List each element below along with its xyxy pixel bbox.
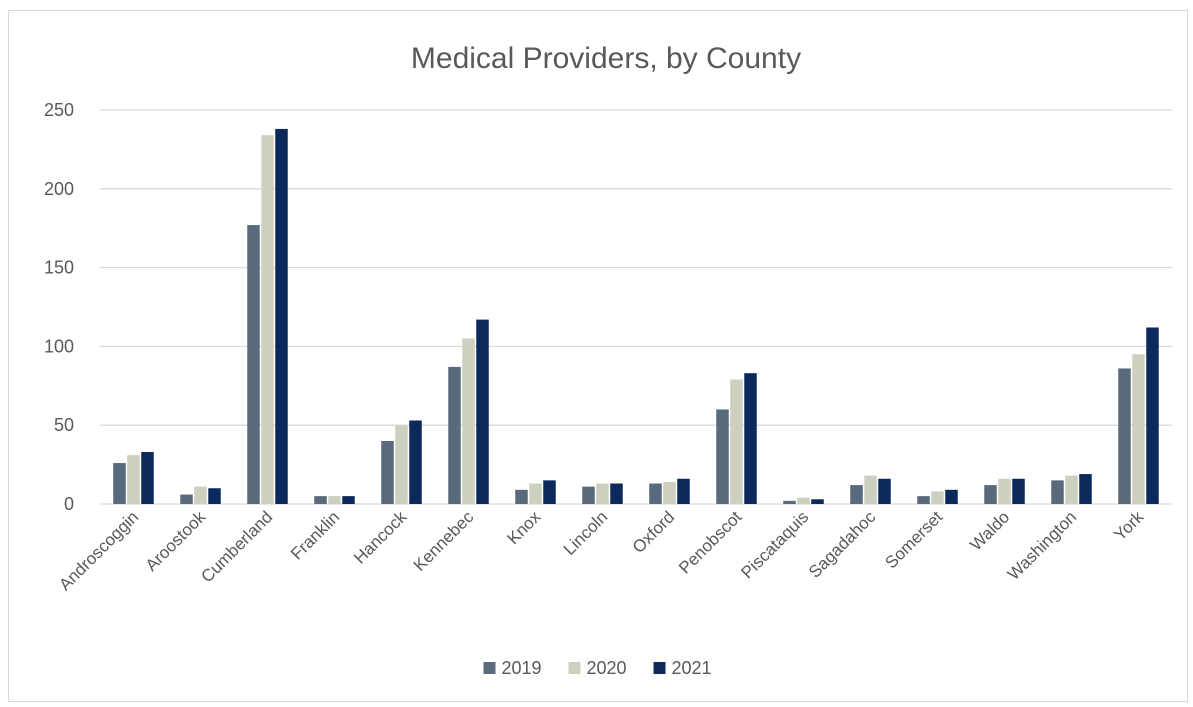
bar-franklin-2019 — [314, 496, 327, 504]
x-tick-label: Piscataquis — [737, 507, 812, 582]
x-tick-label: Somerset — [881, 507, 946, 572]
legend-label-2021: 2021 — [672, 658, 712, 678]
x-tick-label: Knox — [503, 507, 544, 548]
bar-cumberland-2021 — [275, 128, 288, 505]
bar-hancock-2020 — [395, 425, 408, 504]
bar-penobscot-2020 — [730, 379, 743, 504]
bar-kennebec-2019 — [448, 366, 461, 504]
legend-swatch-2019 — [483, 662, 496, 674]
bar-oxford-2019 — [649, 483, 662, 504]
bar-kennebec-2020 — [462, 338, 475, 504]
x-tick-label: Washington — [1004, 507, 1080, 583]
y-tick-label: 250 — [44, 100, 74, 120]
bar-lincoln-2021 — [610, 483, 623, 504]
bar-somerset-2021 — [945, 489, 958, 504]
bar-waldo-2020 — [998, 478, 1011, 504]
bar-penobscot-2021 — [744, 373, 757, 504]
x-tick-label: York — [1110, 507, 1147, 544]
bar-aroostook-2019 — [180, 494, 193, 504]
legend: 2019 2020 2021 — [483, 658, 712, 678]
bar-waldo-2021 — [1012, 478, 1025, 504]
bar-penobscot-2019 — [716, 409, 729, 504]
bar-waldo-2019 — [984, 485, 997, 504]
bar-aroostook-2021 — [208, 488, 221, 504]
x-tick-label: Penobscot — [675, 507, 745, 577]
bar-knox-2019 — [515, 489, 528, 504]
bar-piscataquis-2020 — [797, 497, 810, 504]
bar-york-2020 — [1132, 354, 1145, 504]
chart-title: Medical Providers, by County — [411, 42, 801, 75]
legend-label-2020: 2020 — [587, 658, 627, 678]
bar-kennebec-2021 — [476, 319, 489, 504]
y-tick-label: 200 — [44, 179, 74, 199]
legend-swatch-2021 — [653, 662, 666, 674]
bar-lincoln-2019 — [582, 486, 595, 504]
bar-oxford-2021 — [677, 478, 690, 504]
x-tick-label: Androscoggin — [55, 507, 142, 594]
bar-york-2019 — [1118, 368, 1131, 504]
bar-franklin-2021 — [342, 496, 355, 504]
legend-swatch-2020 — [568, 662, 581, 674]
bar-york-2021 — [1146, 327, 1159, 504]
bar-piscataquis-2021 — [811, 499, 824, 504]
bar-somerset-2019 — [917, 496, 930, 504]
bar-hancock-2019 — [381, 440, 394, 504]
bar-cumberland-2020 — [261, 135, 274, 504]
bar-cumberland-2019 — [247, 225, 260, 504]
bar-sagadahoc-2019 — [850, 485, 863, 504]
chart-frame — [8, 10, 1188, 702]
x-tick-label: Lincoln — [560, 507, 612, 559]
y-tick-label: 50 — [54, 415, 74, 435]
gridlines — [100, 109, 1172, 505]
x-tick-label: Aroostook — [142, 507, 210, 575]
bar-oxford-2020 — [663, 481, 676, 504]
bar-androscoggin-2020 — [127, 455, 140, 504]
bar-knox-2020 — [529, 483, 542, 504]
x-tick-label: Sagadahoc — [805, 507, 880, 582]
legend-label-2019: 2019 — [502, 658, 542, 678]
bar-washington-2021 — [1079, 474, 1092, 504]
bar-lincoln-2020 — [596, 483, 609, 504]
bar-androscoggin-2019 — [113, 463, 126, 504]
y-axis: 0 50 100 150 200 250 — [44, 100, 74, 514]
y-tick-label: 0 — [64, 494, 74, 514]
bar-washington-2020 — [1065, 475, 1078, 504]
x-tick-label: Waldo — [966, 507, 1013, 554]
bar-washington-2019 — [1051, 480, 1064, 504]
x-tick-label: Kennebec — [410, 507, 478, 575]
x-tick-label: Cumberland — [197, 507, 276, 586]
bar-sagadahoc-2020 — [864, 475, 877, 504]
y-tick-label: 100 — [44, 336, 74, 356]
x-tick-label: Hancock — [350, 507, 411, 568]
bar-androscoggin-2021 — [141, 451, 154, 504]
bar-piscataquis-2019 — [783, 500, 796, 504]
bar-knox-2021 — [543, 480, 556, 504]
bar-aroostook-2020 — [194, 486, 207, 504]
y-tick-label: 150 — [44, 258, 74, 278]
bar-sagadahoc-2021 — [878, 478, 891, 504]
bars — [113, 128, 1159, 505]
x-tick-label: Oxford — [629, 507, 679, 557]
bar-hancock-2021 — [409, 420, 422, 504]
bar-franklin-2020 — [328, 496, 341, 504]
x-tick-label: Franklin — [287, 507, 343, 563]
bar-somerset-2020 — [931, 491, 944, 504]
